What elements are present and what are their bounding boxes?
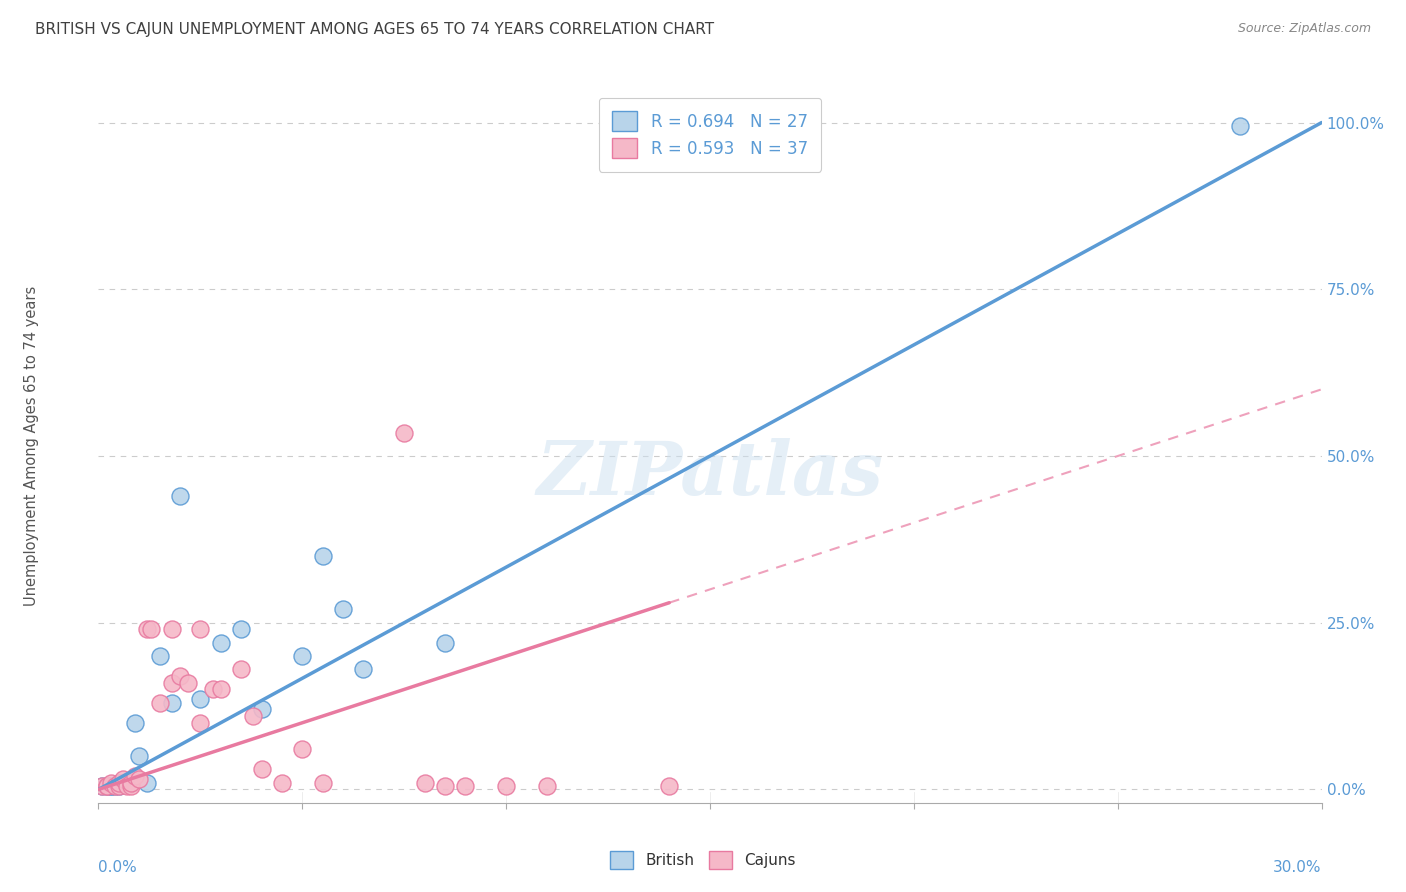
- Point: [242, 709, 264, 723]
- Point: [312, 549, 335, 563]
- Point: [352, 662, 374, 676]
- Point: [291, 742, 314, 756]
- Point: [231, 662, 253, 676]
- Point: [111, 772, 134, 787]
- Point: [120, 779, 142, 793]
- Point: [536, 779, 558, 793]
- Point: [149, 649, 172, 664]
- Point: [332, 602, 354, 616]
- Point: [91, 779, 114, 793]
- Point: [108, 779, 131, 793]
- Point: [169, 489, 191, 503]
- Point: [177, 675, 200, 690]
- Text: Source: ZipAtlas.com: Source: ZipAtlas.com: [1237, 22, 1371, 36]
- Legend: British, Cajuns: British, Cajuns: [603, 845, 803, 875]
- Point: [128, 772, 150, 787]
- Point: [270, 776, 294, 790]
- Point: [108, 776, 131, 790]
- Point: [188, 715, 212, 730]
- Point: [201, 682, 224, 697]
- Text: 0.0%: 0.0%: [98, 860, 138, 875]
- Point: [1229, 119, 1251, 133]
- Point: [160, 675, 183, 690]
- Point: [188, 623, 212, 637]
- Point: [115, 776, 138, 790]
- Point: [149, 696, 172, 710]
- Point: [120, 776, 142, 790]
- Point: [136, 776, 159, 790]
- Point: [434, 779, 457, 793]
- Point: [761, 136, 783, 150]
- Point: [100, 779, 122, 793]
- Text: 30.0%: 30.0%: [1274, 860, 1322, 875]
- Point: [104, 779, 127, 793]
- Point: [250, 702, 273, 716]
- Point: [108, 779, 131, 793]
- Point: [658, 779, 681, 793]
- Text: Unemployment Among Ages 65 to 74 years: Unemployment Among Ages 65 to 74 years: [24, 285, 38, 607]
- Point: [96, 779, 118, 793]
- Point: [108, 776, 131, 790]
- Point: [124, 769, 146, 783]
- Point: [434, 636, 457, 650]
- Point: [454, 779, 477, 793]
- Point: [209, 636, 232, 650]
- Point: [209, 682, 232, 697]
- Point: [495, 779, 517, 793]
- Point: [100, 776, 122, 790]
- Point: [104, 779, 127, 793]
- Point: [128, 749, 150, 764]
- Point: [100, 779, 122, 793]
- Point: [96, 779, 118, 793]
- Point: [91, 779, 114, 793]
- Text: ZIPatlas: ZIPatlas: [537, 438, 883, 511]
- Point: [136, 623, 159, 637]
- Point: [392, 425, 416, 440]
- Point: [312, 776, 335, 790]
- Legend: R = 0.694   N = 27, R = 0.593   N = 37: R = 0.694 N = 27, R = 0.593 N = 37: [599, 97, 821, 171]
- Point: [188, 692, 212, 706]
- Point: [120, 776, 142, 790]
- Point: [96, 779, 118, 793]
- Point: [141, 623, 163, 637]
- Point: [111, 776, 134, 790]
- Point: [291, 649, 314, 664]
- Point: [115, 779, 138, 793]
- Point: [231, 623, 253, 637]
- Text: BRITISH VS CAJUN UNEMPLOYMENT AMONG AGES 65 TO 74 YEARS CORRELATION CHART: BRITISH VS CAJUN UNEMPLOYMENT AMONG AGES…: [35, 22, 714, 37]
- Point: [160, 623, 183, 637]
- Point: [160, 696, 183, 710]
- Point: [250, 763, 273, 777]
- Point: [413, 776, 436, 790]
- Point: [169, 669, 191, 683]
- Point: [124, 715, 146, 730]
